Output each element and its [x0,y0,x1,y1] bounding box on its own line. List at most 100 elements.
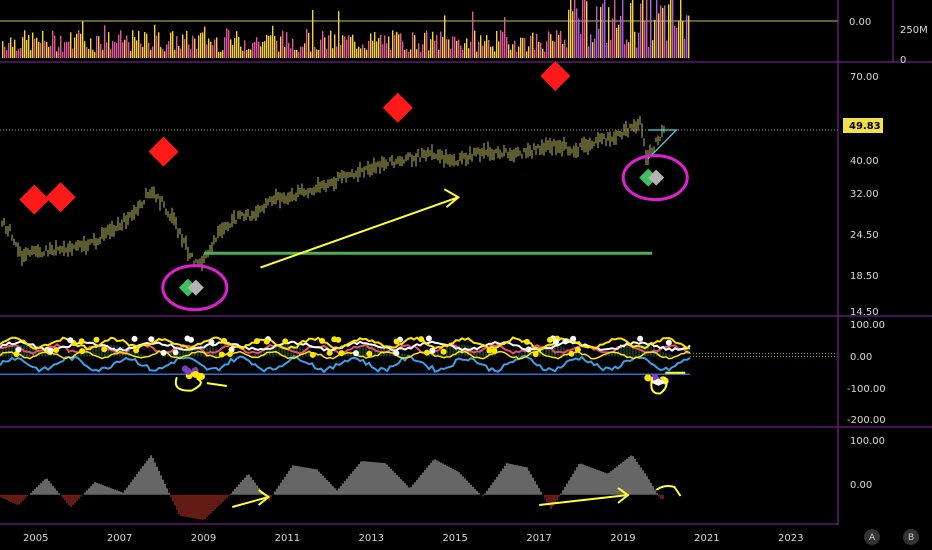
osc-tick-label: 0.00 [850,352,872,363]
volume-bar [278,51,280,58]
time-tick-label: 2011 [275,533,300,544]
volume-bar [682,21,684,59]
auto-scale-button[interactable] [864,529,880,545]
volume-bar [236,31,238,58]
volume-bar [324,37,326,58]
osc-dip-dot [197,372,205,380]
osc-yellow-band [0,350,691,360]
volume-bar [438,49,440,58]
osc-dot [221,337,228,344]
volume-bar [570,0,572,59]
volume-bar [8,42,10,58]
volume-bar [626,39,628,58]
volume-bar [674,25,676,59]
volume-bar [688,15,690,59]
volume-bar [602,3,604,59]
volume-bar [14,39,16,58]
volume-bar [678,20,680,59]
volume-bar [560,30,562,58]
volume-bar [556,30,558,58]
volume-bar [234,38,236,58]
osc-dot [440,348,447,355]
osc-dip-dot [192,370,200,378]
volume-bar [256,37,258,58]
log-scale-button[interactable] [903,529,919,545]
volume-bar [632,0,634,59]
volume-bar [130,50,132,58]
time-tick-label: 2007 [107,533,132,544]
volume-bar [220,51,222,58]
volume-bar [538,41,540,58]
volume-bar [432,31,434,58]
volume-bar [48,46,50,58]
volume-bar [562,44,564,58]
volume-bar [218,51,220,58]
panel-borders [0,0,932,525]
volume-bar [118,34,120,58]
volume-bar [210,41,212,58]
volume-bar [114,41,116,58]
triangle-pattern [647,129,678,159]
volume-bar [102,50,104,58]
osc-dot [637,335,644,342]
log-scale-button-label: B [908,533,914,543]
volume-bar [314,47,316,58]
volume-bar [60,35,62,58]
volume-bar [672,0,674,58]
volume-bar [72,48,74,58]
volume-bar [126,35,128,58]
volume-bar [462,49,464,58]
volume-bar [382,44,384,58]
volume-bar [168,41,170,58]
volume-bar [414,35,416,58]
volume-bar [588,46,590,58]
volume-bar [16,50,18,58]
volume-bar [542,48,544,58]
volume-bar [338,11,340,59]
volume-bar [74,37,76,58]
volume-bar [162,49,164,58]
osc-dot [226,350,233,357]
volume-bar [344,36,346,58]
volume-bar [444,15,446,59]
volume-bar [442,37,444,58]
price-tick-label: 70.00 [850,72,879,83]
volume-bar [172,31,174,58]
volume-bar [310,51,312,58]
volume-bar [364,48,366,58]
osc-annotation-scribble [650,371,686,395]
volume-bar [250,49,252,58]
volume-bar [318,49,320,58]
volume-bar [348,35,350,58]
volume-bar [76,33,78,58]
volume-bar [52,30,54,58]
sell-signal-diamond [19,184,50,215]
osc-yellow-line [0,336,691,351]
volume-bar [108,32,110,58]
osc-dot [67,337,74,344]
volume-bar [272,25,274,58]
osc-dot [15,346,22,353]
volume-bar [416,49,418,58]
volume-bar [90,38,92,58]
volume-bar [576,8,578,59]
volume-bar [222,50,224,58]
volume-bar [282,30,284,58]
volume-bar [366,49,368,58]
volume-bar [582,0,584,58]
histogram-panel [0,455,682,520]
volume-bar [82,21,84,58]
volume-bar [514,40,516,58]
volume-bar [650,0,652,59]
time-tick-label: 2021 [694,533,719,544]
volume-bar [400,33,402,58]
volume-bar [612,18,614,58]
volume-bar [6,50,8,58]
auto-scale-button-label: A [869,533,876,543]
osc-dot [562,338,569,345]
buy-signal-diamond [648,169,665,186]
volume-bar [332,48,334,58]
volume-bar [70,32,72,58]
volume-bar [160,47,162,58]
volume-bar [484,41,486,58]
